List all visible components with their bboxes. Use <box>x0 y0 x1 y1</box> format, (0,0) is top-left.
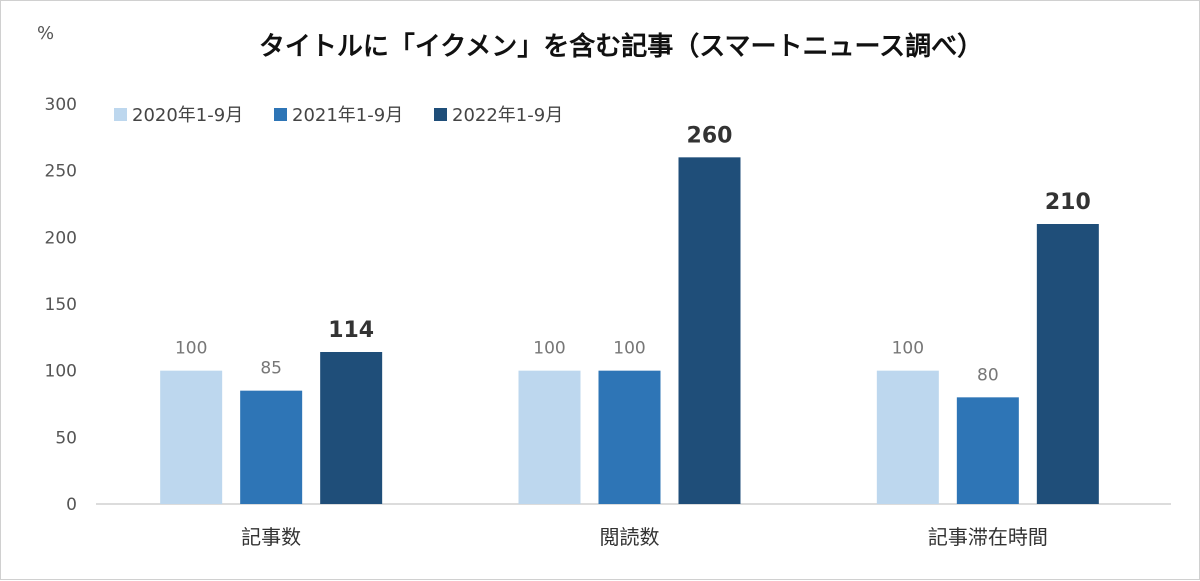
legend-label: 2020年1-9月 <box>132 105 243 126</box>
data-label: 100 <box>892 339 924 359</box>
y-tick-label: 150 <box>45 295 77 315</box>
data-label: 114 <box>328 318 374 343</box>
legend-label: 2021年1-9月 <box>292 105 403 126</box>
legend-label: 2022年1-9月 <box>452 105 563 126</box>
bar <box>1036 224 1099 504</box>
y-tick-label: 50 <box>55 428 77 448</box>
data-label: 260 <box>687 123 733 148</box>
data-label: 80 <box>977 365 999 385</box>
chart-title: タイトルに「イクメン」を含む記事（スマートニュース調べ） <box>259 31 983 62</box>
y-axis: 0 50 100 150 200 250 300 <box>45 95 77 515</box>
x-axis: 記事数 閲読数 記事滞在時間 <box>241 525 1048 549</box>
bars-group: 100 85 114 100 100 260 100 80 210 <box>160 123 1099 505</box>
legend-swatch <box>434 108 447 121</box>
y-tick-label: 100 <box>45 362 77 382</box>
y-tick-label: 300 <box>45 95 77 115</box>
y-tick-label: 200 <box>45 228 77 248</box>
data-label: 100 <box>175 339 207 359</box>
data-label: 210 <box>1045 190 1091 215</box>
legend: 2020年1-9月 2021年1-9月 2022年1-9月 <box>114 105 563 126</box>
y-tick-label: 250 <box>45 162 77 182</box>
bar <box>518 370 581 504</box>
x-category-label: 記事数 <box>241 525 301 549</box>
bar <box>678 157 741 505</box>
bar <box>598 370 661 504</box>
legend-swatch <box>114 108 127 121</box>
bar <box>876 370 939 504</box>
bar <box>320 352 383 504</box>
y-axis-unit-label: % <box>37 23 54 44</box>
data-label: 100 <box>613 339 645 359</box>
bar <box>240 390 303 504</box>
y-tick-label: 0 <box>66 495 77 515</box>
x-category-label: 記事滞在時間 <box>928 525 1048 549</box>
legend-swatch <box>274 108 287 121</box>
data-label: 85 <box>260 359 282 379</box>
data-label: 100 <box>533 339 565 359</box>
x-category-label: 閲読数 <box>600 525 660 549</box>
bar <box>956 397 1019 504</box>
bar <box>160 370 223 504</box>
